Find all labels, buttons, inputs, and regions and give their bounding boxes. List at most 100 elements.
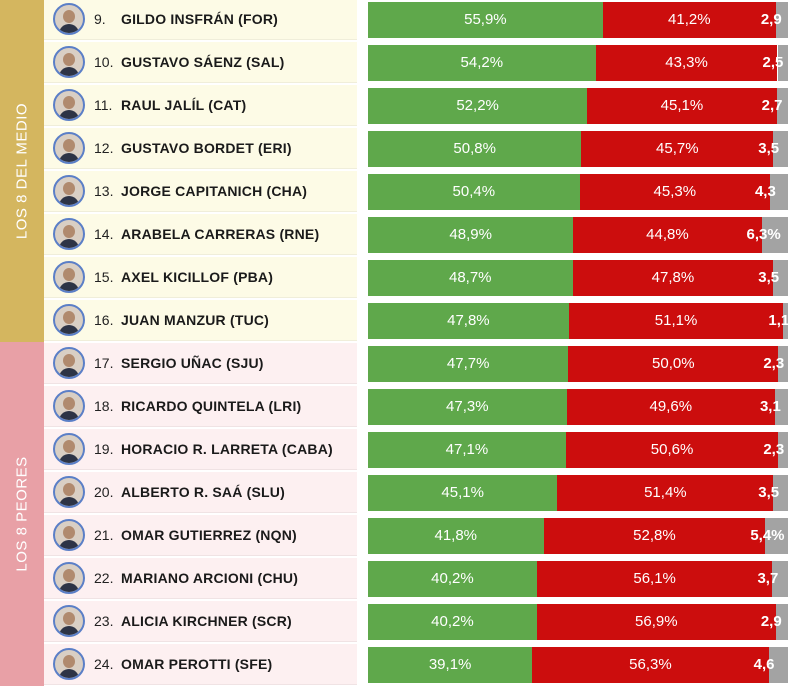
governor-name: RAUL JALÍL (CAT) <box>121 97 247 113</box>
avatar-body <box>59 454 79 463</box>
rank-number: 19. <box>94 441 114 457</box>
avatar <box>53 605 85 637</box>
rank-number: 14. <box>94 226 114 242</box>
governor-name: ALICIA KIRCHNER (SCR) <box>121 613 292 629</box>
avatar-head <box>63 182 75 195</box>
other-value-label: 2,9 <box>760 11 782 28</box>
group-band <box>0 0 44 342</box>
avatar <box>53 261 85 293</box>
other-value-label: 2,7 <box>761 97 783 114</box>
rank-number: 15. <box>94 269 114 285</box>
approve-bar <box>368 389 567 425</box>
disapprove-bar <box>565 432 779 468</box>
other-bar <box>778 346 788 382</box>
governor-name: MARIANO ARCIONI (CHU) <box>121 570 299 586</box>
avatar-head <box>63 397 75 410</box>
governor-name: SERGIO UÑAC (SJU) <box>121 355 264 371</box>
other-bar <box>775 2 788 38</box>
governor-name: ALBERTO R. SAÁ (SLU) <box>121 484 285 500</box>
other-value-label: 3,1 <box>759 398 781 415</box>
disapprove-bar <box>573 217 762 253</box>
disapprove-bar <box>532 647 769 683</box>
avatar-body <box>59 153 79 162</box>
approve-bar <box>368 217 574 253</box>
governor-name: ARABELA CARRERAS (RNE) <box>121 226 320 242</box>
disapprove-bar <box>566 389 775 425</box>
other-value-label: 5,4% <box>750 527 785 544</box>
disapprove-value-label: 45,1% <box>660 97 704 114</box>
disapprove-value-label: 52,8% <box>633 527 676 544</box>
other-bar <box>774 389 788 425</box>
disapprove-value-label: 51,1% <box>654 312 698 329</box>
other-bar <box>761 217 788 253</box>
rank-number: 18. <box>94 398 114 414</box>
disapprove-value-label: 43,3% <box>665 54 708 71</box>
approve-bar <box>368 303 569 339</box>
governor-name: JUAN MANZUR (TUC) <box>121 312 270 328</box>
approve-value-label: 52,2% <box>456 97 499 114</box>
other-value-label: 2,9 <box>760 613 782 630</box>
rank-number: 21. <box>94 527 114 543</box>
avatar-head <box>63 139 75 152</box>
row-background <box>44 515 357 556</box>
row-background <box>44 214 357 255</box>
avatar <box>53 519 85 551</box>
disapprove-bar <box>536 561 773 597</box>
rank-number: 9. <box>94 11 106 27</box>
approve-bar <box>368 346 569 382</box>
disapprove-value-label: 45,7% <box>656 140 699 157</box>
row-background <box>44 85 357 126</box>
row-background <box>44 300 357 341</box>
approve-value-label: 47,7% <box>446 355 490 372</box>
other-bar <box>773 475 788 511</box>
rank-number: 23. <box>94 613 114 629</box>
avatar-body <box>59 626 79 635</box>
other-value-label: 1,1 <box>768 312 790 329</box>
avatar-head <box>63 483 75 496</box>
avatar <box>53 89 85 121</box>
approve-value-label: 39,1% <box>428 656 472 673</box>
other-value-label: 2,5 <box>762 54 784 71</box>
approve-bar <box>368 518 544 554</box>
disapprove-value-label: 44,8% <box>646 226 689 243</box>
disapprove-bar <box>581 131 774 167</box>
other-value-label: 2,3 <box>763 441 785 458</box>
avatar-head <box>63 225 75 238</box>
disapprove-value-label: 45,3% <box>653 183 697 200</box>
row-background <box>44 42 357 83</box>
avatar-body <box>59 497 79 506</box>
approve-value-label: 50,8% <box>453 140 496 157</box>
disapprove-value-label: 50,6% <box>650 441 694 458</box>
rank-number: 12. <box>94 140 114 156</box>
approve-bar <box>368 432 566 468</box>
row-background <box>44 558 357 599</box>
approve-value-label: 47,1% <box>445 441 489 458</box>
disapprove-bar <box>579 174 770 210</box>
disapprove-bar <box>543 518 766 554</box>
row-background <box>44 644 357 685</box>
avatar-head <box>63 311 75 324</box>
governor-name: OMAR PEROTTI (SFE) <box>121 656 273 672</box>
avatar <box>53 46 85 78</box>
other-bar <box>778 432 788 468</box>
approve-value-label: 55,9% <box>464 11 507 28</box>
rank-number: 16. <box>94 312 114 328</box>
disapprove-bar <box>536 604 776 640</box>
disapprove-value-label: 56,3% <box>629 656 672 673</box>
avatar <box>53 175 85 207</box>
disapprove-bar <box>557 475 774 511</box>
avatar-body <box>59 540 79 549</box>
disapprove-bar <box>572 260 774 296</box>
approve-bar <box>368 88 588 124</box>
rank-number: 10. <box>94 54 114 70</box>
approve-bar <box>368 2 603 38</box>
other-value-label: 4,3 <box>754 183 776 200</box>
disapprove-value-label: 47,8% <box>651 269 695 286</box>
other-bar <box>765 518 788 554</box>
other-bar <box>769 174 788 210</box>
rank-number: 17. <box>94 355 114 371</box>
governor-name: AXEL KICILLOF (PBA) <box>121 269 274 285</box>
rank-number: 22. <box>94 570 114 586</box>
avatar-body <box>59 583 79 592</box>
avatar-body <box>59 282 79 291</box>
